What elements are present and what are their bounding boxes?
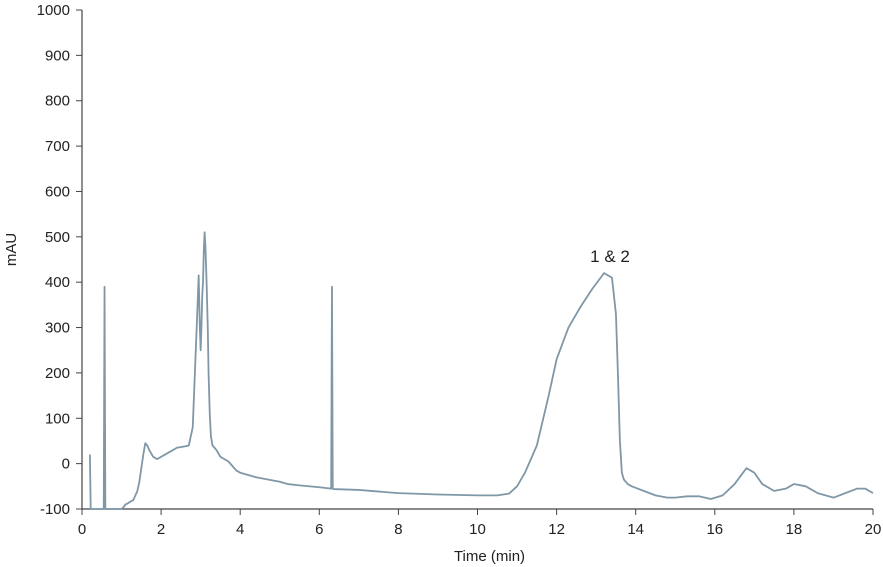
peak-annotation: 1 & 2 (590, 247, 630, 266)
x-tick-label: 4 (236, 521, 244, 538)
y-tick-label: 900 (45, 47, 70, 64)
x-tick-label: 2 (157, 521, 165, 538)
y-tick-label: 0 (62, 456, 70, 473)
y-tick-label: 700 (45, 138, 70, 155)
x-axis: 0 2 4 6 8 10 12 14 16 18 20 (78, 508, 882, 538)
y-tick-label: 200 (45, 365, 70, 382)
x-tick-label: 18 (786, 521, 803, 538)
x-tick-label: 6 (315, 521, 323, 538)
x-tick-label: 16 (706, 521, 723, 538)
y-tick-label: 100 (45, 410, 70, 427)
x-tick-label: 20 (865, 521, 882, 538)
x-tick-label: 8 (394, 521, 402, 538)
x-tick-label: 0 (78, 521, 86, 538)
y-axis-title: mAU (3, 233, 20, 266)
y-axis: -100 0 100 200 300 400 500 600 700 800 900 1000 (37, 2, 83, 518)
y-tick-label: 800 (45, 93, 70, 110)
y-tick-label: 1000 (37, 2, 70, 19)
plot-area: 1 & 2 (89, 231, 874, 510)
y-tick-label: 400 (45, 274, 70, 291)
x-tick-label: 10 (469, 521, 486, 538)
x-tick-label: 14 (627, 521, 644, 538)
y-tick-label: 600 (45, 183, 70, 200)
x-axis-title: Time (min) (454, 548, 525, 565)
x-tick-label: 12 (548, 521, 565, 538)
y-tick-label: 300 (45, 320, 70, 337)
y-tick-label: 500 (45, 229, 70, 246)
chromatogram-trace (89, 231, 874, 510)
y-tick-label: -100 (40, 501, 70, 518)
